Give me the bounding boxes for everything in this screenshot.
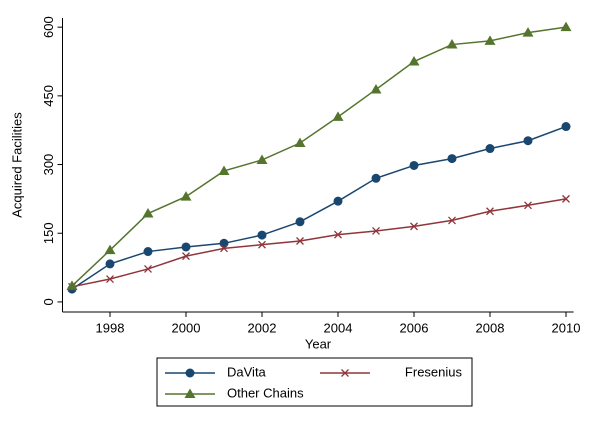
data-point bbox=[105, 259, 115, 269]
x-tick-label: 2004 bbox=[324, 320, 353, 335]
legend-marker bbox=[185, 368, 195, 378]
y-tick-label: 150 bbox=[41, 222, 56, 244]
data-point bbox=[334, 230, 342, 239]
data-point bbox=[106, 275, 114, 283]
data-point bbox=[562, 194, 570, 203]
legend-label: Fresenius bbox=[405, 364, 463, 379]
data-point bbox=[66, 280, 78, 290]
data-point bbox=[180, 191, 192, 201]
data-point bbox=[409, 160, 419, 170]
data-point bbox=[524, 201, 532, 210]
y-axis-title: Acquired Facilities bbox=[9, 112, 24, 218]
data-point bbox=[372, 226, 380, 235]
data-point bbox=[410, 222, 418, 231]
x-tick-label: 2006 bbox=[400, 320, 429, 335]
data-point bbox=[484, 35, 496, 45]
series-line bbox=[71, 125, 567, 290]
data-point bbox=[294, 137, 306, 148]
legend-box bbox=[156, 357, 473, 407]
data-point bbox=[486, 207, 494, 216]
data-point bbox=[333, 196, 343, 206]
x-tick-label: 2000 bbox=[172, 320, 201, 335]
legend-marker bbox=[184, 388, 196, 398]
data-point bbox=[182, 252, 190, 261]
data-point bbox=[295, 217, 305, 227]
x-tick-label: 2010 bbox=[552, 320, 581, 335]
data-point bbox=[522, 27, 534, 37]
x-tick-label: 2002 bbox=[248, 320, 277, 335]
y-tick-label: 0 bbox=[41, 298, 56, 305]
data-point bbox=[561, 122, 571, 132]
data-point bbox=[296, 237, 304, 245]
legend-marker bbox=[341, 369, 349, 377]
data-point bbox=[257, 230, 267, 240]
data-point bbox=[218, 165, 230, 175]
series-line bbox=[71, 26, 567, 287]
x-tick-label: 1998 bbox=[96, 320, 125, 335]
data-point bbox=[371, 173, 381, 183]
data-point bbox=[258, 240, 266, 249]
data-point bbox=[143, 247, 153, 257]
x-tick-label: 2008 bbox=[476, 320, 505, 335]
data-point bbox=[446, 39, 458, 49]
y-tick-label: 600 bbox=[41, 16, 56, 38]
legend-label: DaVita bbox=[227, 364, 267, 379]
x-axis-title: Year bbox=[305, 336, 332, 351]
data-point bbox=[560, 21, 572, 32]
data-point bbox=[448, 216, 456, 225]
y-tick-label: 300 bbox=[41, 154, 56, 176]
y-tick-label: 450 bbox=[41, 85, 56, 107]
data-point bbox=[142, 208, 154, 218]
legend-label: Other Chains bbox=[227, 385, 304, 400]
data-point bbox=[219, 238, 229, 248]
data-point bbox=[370, 83, 382, 94]
data-point bbox=[523, 136, 533, 146]
data-point bbox=[256, 154, 268, 164]
data-point bbox=[485, 144, 495, 154]
data-point bbox=[447, 154, 457, 164]
data-point bbox=[408, 56, 420, 66]
data-point bbox=[220, 244, 228, 253]
data-point bbox=[181, 242, 191, 252]
data-point bbox=[104, 244, 116, 255]
series-line bbox=[71, 198, 567, 288]
data-point bbox=[144, 264, 152, 273]
data-point bbox=[332, 111, 344, 121]
